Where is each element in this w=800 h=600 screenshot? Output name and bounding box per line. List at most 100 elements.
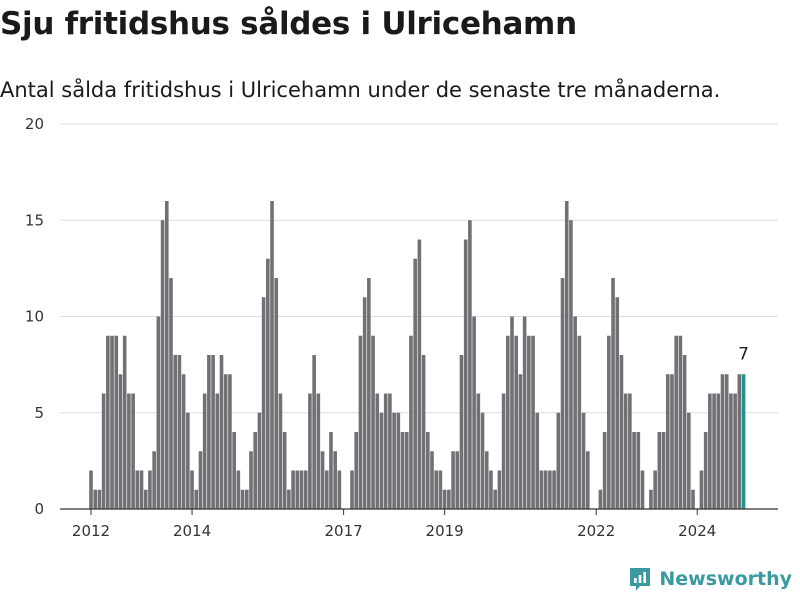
bar bbox=[337, 470, 342, 509]
bar bbox=[518, 374, 523, 509]
y-axis-tick-labels: 0 5 10 15 20 bbox=[25, 115, 44, 518]
bar bbox=[101, 393, 106, 509]
bar bbox=[628, 393, 632, 509]
bar bbox=[110, 335, 114, 509]
x-axis-ticks: 2012 2014 2017 2019 2022 2024 bbox=[72, 509, 716, 540]
bar bbox=[708, 393, 712, 509]
bar bbox=[421, 355, 426, 509]
x-tick-label: 2024 bbox=[678, 522, 716, 540]
bar bbox=[687, 412, 691, 509]
x-tick-label: 2014 bbox=[173, 522, 211, 540]
bar bbox=[653, 470, 657, 509]
bar bbox=[169, 278, 173, 509]
bar bbox=[354, 432, 359, 509]
bar bbox=[266, 258, 270, 509]
bar bbox=[531, 335, 535, 509]
bar bbox=[514, 335, 519, 509]
bar bbox=[548, 470, 552, 509]
bar bbox=[505, 335, 510, 509]
bar bbox=[350, 470, 354, 509]
bar bbox=[118, 374, 123, 509]
bar bbox=[198, 451, 203, 509]
bar bbox=[404, 432, 409, 509]
bar bbox=[737, 374, 742, 509]
bar bbox=[295, 470, 300, 509]
bar bbox=[240, 489, 245, 509]
annotations: 7 bbox=[738, 344, 749, 364]
bar bbox=[249, 451, 253, 509]
bar bbox=[93, 489, 98, 509]
bar bbox=[716, 393, 721, 509]
bar bbox=[194, 489, 199, 509]
bar bbox=[729, 393, 733, 509]
bar bbox=[581, 412, 586, 509]
newsworthy-logo-icon bbox=[630, 568, 651, 591]
bar bbox=[615, 297, 620, 509]
bar bbox=[636, 432, 641, 509]
bar bbox=[400, 432, 405, 509]
bar bbox=[308, 393, 312, 509]
bar bbox=[215, 393, 220, 509]
y-tick-label: 15 bbox=[25, 211, 44, 229]
bar bbox=[602, 432, 607, 509]
bar bbox=[207, 355, 211, 509]
bar bbox=[177, 355, 182, 509]
bar bbox=[451, 451, 455, 509]
bar bbox=[611, 278, 615, 509]
bar bbox=[333, 451, 337, 509]
bar bbox=[573, 316, 577, 509]
bar bbox=[392, 412, 396, 509]
bar bbox=[703, 432, 708, 509]
bar bbox=[678, 335, 683, 509]
bar bbox=[712, 393, 716, 509]
bar bbox=[657, 432, 662, 509]
bar bbox=[724, 374, 729, 509]
bar bbox=[607, 335, 611, 509]
bar bbox=[299, 470, 304, 509]
bar bbox=[160, 220, 165, 509]
bar bbox=[489, 470, 493, 509]
bar bbox=[623, 393, 628, 509]
bar bbox=[236, 470, 241, 509]
bar bbox=[164, 201, 169, 509]
bar bbox=[640, 470, 645, 509]
bar bbox=[173, 355, 177, 509]
bar bbox=[320, 451, 325, 509]
bar bbox=[139, 470, 144, 509]
bar bbox=[476, 393, 481, 509]
bar bbox=[114, 335, 119, 509]
bar bbox=[619, 355, 624, 509]
bar bbox=[324, 470, 329, 509]
bar bbox=[463, 239, 468, 509]
bar bbox=[257, 412, 262, 509]
y-tick-label: 20 bbox=[25, 115, 44, 133]
bar bbox=[649, 489, 653, 509]
bar bbox=[190, 470, 194, 509]
bar bbox=[691, 489, 695, 509]
bar bbox=[186, 412, 190, 509]
bar bbox=[598, 489, 603, 509]
bar bbox=[455, 451, 460, 509]
bar bbox=[219, 355, 224, 509]
last-value-label: 7 bbox=[738, 344, 749, 364]
bar-highlighted bbox=[741, 374, 746, 509]
bar bbox=[665, 374, 670, 509]
bar bbox=[291, 470, 295, 509]
bar bbox=[316, 393, 321, 509]
bar bbox=[244, 489, 249, 509]
bar bbox=[228, 374, 232, 509]
bar bbox=[556, 412, 561, 509]
x-tick-label: 2017 bbox=[325, 522, 363, 540]
bar bbox=[510, 316, 514, 509]
bar bbox=[127, 393, 131, 509]
bar bbox=[413, 258, 417, 509]
bar bbox=[375, 393, 380, 509]
bar bbox=[287, 489, 291, 509]
bar bbox=[733, 393, 737, 509]
bars bbox=[89, 201, 746, 509]
x-tick-label: 2022 bbox=[577, 522, 615, 540]
bar bbox=[211, 355, 215, 509]
y-tick-label: 0 bbox=[34, 500, 44, 518]
bar bbox=[472, 316, 476, 509]
